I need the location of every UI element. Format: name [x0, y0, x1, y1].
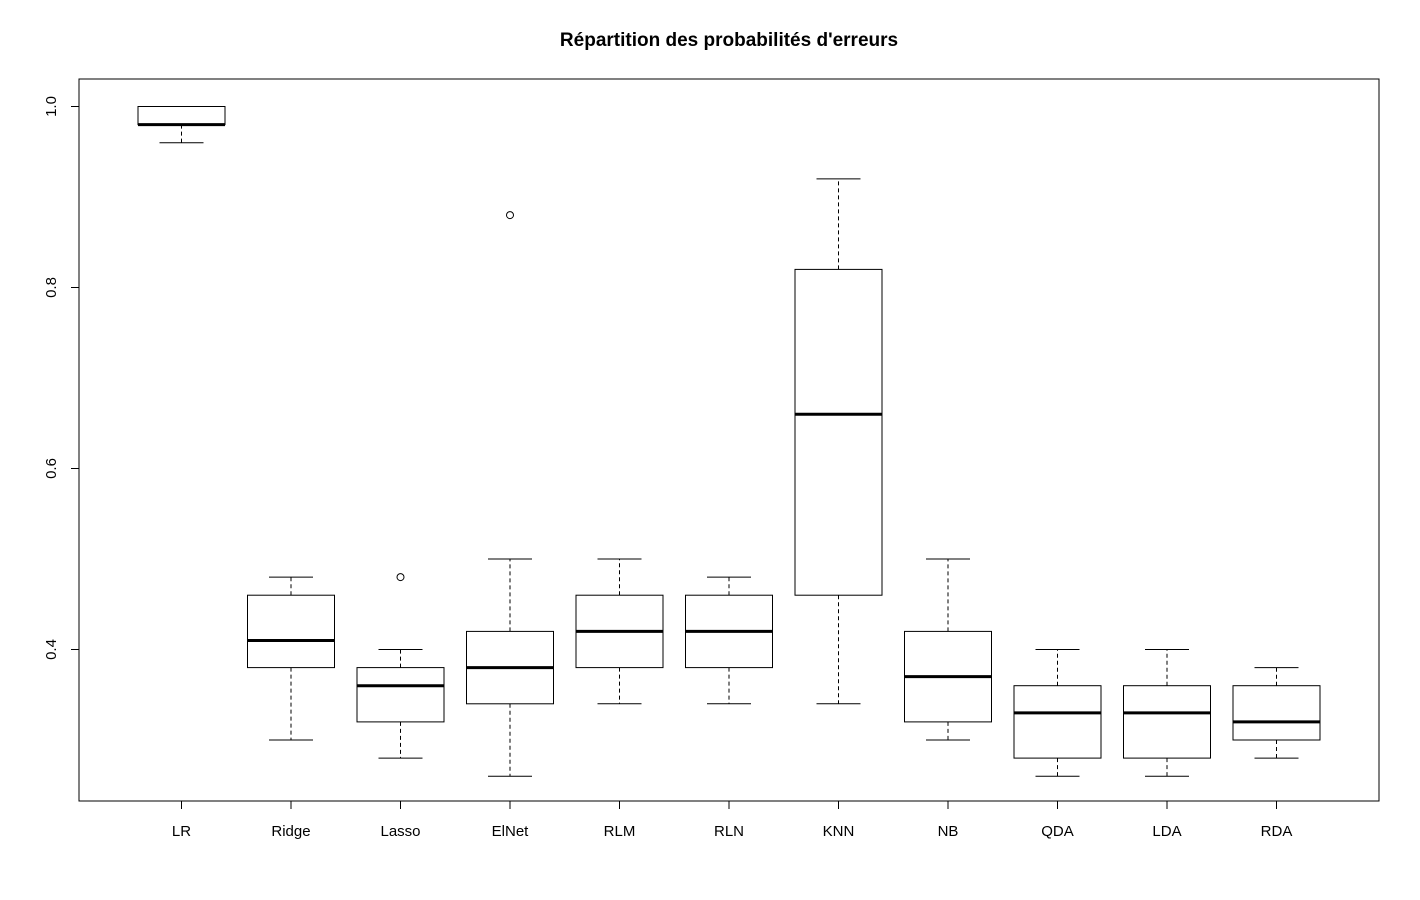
box-body: [1013, 685, 1102, 759]
box-body: [137, 106, 226, 126]
box-knn: [794, 178, 883, 705]
box-nb: [904, 558, 992, 741]
box-lr: [137, 106, 226, 144]
box-lasso: [356, 573, 445, 759]
x-tick-label: Lasso: [380, 823, 420, 840]
x-tick-label: RLN: [714, 823, 744, 840]
x-tick-label: RLM: [604, 823, 636, 840]
outlier-point: [396, 573, 405, 582]
x-axis: LR Ridge Lasso ElNet RLM RLN KNN NB QDA LDA RDA: [172, 801, 1292, 840]
x-tick-label: ElNet: [492, 823, 530, 840]
boxes-group: [137, 106, 1321, 777]
chart-title: Répartition des probabilités d'erreurs: [560, 30, 898, 51]
box-elnet: [466, 211, 554, 777]
box-lda: [1123, 649, 1211, 777]
box-rda: [1232, 667, 1321, 759]
box-body: [247, 594, 335, 669]
outlier-point: [506, 211, 514, 220]
x-tick-label: LR: [172, 823, 191, 840]
x-tick-label: NB: [938, 823, 959, 840]
box-body: [1123, 685, 1211, 759]
x-tick-label: QDA: [1041, 823, 1074, 840]
box-qda: [1013, 649, 1102, 777]
box-body: [794, 268, 883, 596]
y-tick-label: 1.0: [43, 96, 60, 117]
y-tick-label: 0.4: [43, 639, 60, 660]
x-tick-label: RDA: [1261, 823, 1293, 840]
box-ridge: [247, 576, 335, 741]
x-tick-label: Ridge: [271, 823, 310, 840]
x-tick-label: KNN: [823, 823, 855, 840]
box-body: [1232, 685, 1321, 741]
y-tick-label: 0.6: [43, 458, 60, 479]
y-axis: 0.4 0.6 0.8 1.0: [43, 96, 79, 660]
x-tick-label: LDA: [1152, 823, 1181, 840]
box-rln: [685, 576, 773, 705]
box-rlm: [575, 558, 664, 705]
y-tick-label: 0.8: [43, 277, 60, 298]
box-body: [356, 667, 445, 723]
